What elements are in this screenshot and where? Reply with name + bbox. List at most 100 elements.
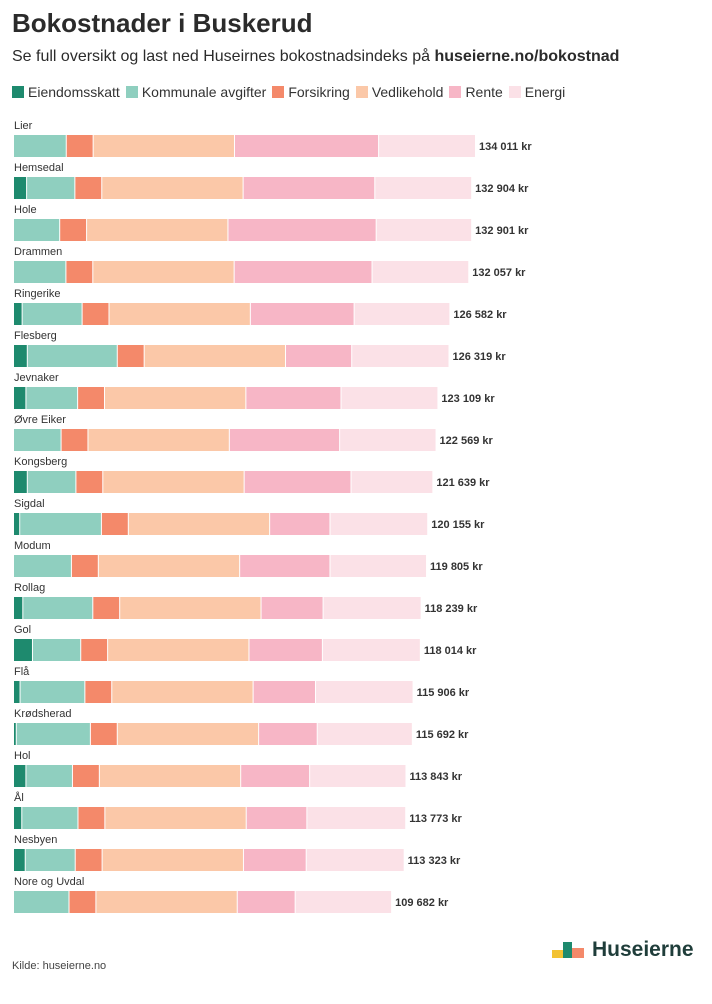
bar-segment (14, 765, 26, 787)
bar-segment (71, 555, 98, 577)
bar-segment (112, 681, 253, 703)
bar-segment (270, 513, 330, 535)
bar-row: Øvre Eiker 122 569 kr (14, 414, 493, 451)
bar-segment (286, 345, 352, 367)
legend-swatch (508, 86, 521, 98)
bar-segment (78, 807, 105, 829)
bar-segment (66, 261, 93, 283)
category-label: Drammen (14, 246, 62, 258)
legend-item: Forsikring (272, 84, 350, 100)
bar-segment (103, 471, 244, 493)
bar-segment (244, 471, 351, 493)
legend-label: Forsikring (288, 84, 350, 100)
bar-segment (76, 471, 103, 493)
bar-segment (14, 681, 20, 703)
stacked-bar-chart: Lier 134 011 kr Hemsedal 132 904 kr Hole 132 … (14, 120, 532, 913)
total-value-label: 134 011 kr (479, 141, 532, 153)
legend-swatch (125, 86, 138, 98)
bar-segment (310, 765, 406, 787)
bar-segment (27, 345, 117, 367)
bar-segment (322, 639, 420, 661)
bar-segment (246, 387, 341, 409)
bar-segment (375, 177, 472, 199)
bar-segment (228, 219, 376, 241)
bar-segment (93, 135, 234, 157)
bar-segment (14, 177, 27, 199)
bar-row: Modum 119 805 kr (14, 540, 483, 577)
bar-segment (26, 765, 72, 787)
category-label: Hole (14, 204, 37, 216)
bar-segment (22, 303, 82, 325)
bar-segment (240, 555, 330, 577)
total-value-label: 126 582 kr (453, 309, 507, 321)
bar-row: Sigdal 120 155 kr (14, 498, 485, 535)
bar-segment (259, 723, 317, 745)
category-label: Krødsherad (14, 708, 71, 720)
bar-segment (101, 513, 128, 535)
bar-segment (117, 345, 144, 367)
bar-segment (243, 177, 375, 199)
subtitle-link[interactable]: huseierne.no/bokostnad (434, 48, 620, 65)
category-label: Kongsberg (14, 456, 67, 468)
bar-segment (246, 807, 307, 829)
source-note: Kilde: huseierne.no (12, 960, 107, 972)
total-value-label: 132 904 kr (475, 183, 529, 195)
bar-segment (20, 681, 85, 703)
legend-item: Eiendomsskatt (12, 84, 120, 100)
bar-segment (75, 849, 102, 871)
category-label: Jevnaker (14, 372, 59, 384)
bar-segment (72, 765, 99, 787)
legend-item: Rente (449, 84, 503, 100)
bar-segment (93, 261, 234, 283)
category-label: Modum (14, 540, 51, 552)
total-value-label: 113 843 kr (409, 771, 462, 783)
bar-segment (14, 891, 69, 913)
bar-row: Hemsedal 132 904 kr (14, 162, 529, 199)
bar-segment (25, 849, 75, 871)
bar-segment (315, 681, 413, 703)
bar-segment (27, 471, 76, 493)
total-value-label: 118 239 kr (425, 603, 478, 615)
subtitle-text: Se full oversikt og last ned Huseirnes b… (12, 48, 431, 65)
bar-row: Drammen 132 057 kr (14, 246, 526, 283)
legend-label: Vedlikehold (371, 84, 444, 100)
bar-segment (372, 261, 469, 283)
total-value-label: 120 155 kr (431, 519, 485, 531)
chart-title: Bokostnader i Buskerud (12, 8, 313, 38)
bar-segment (14, 807, 22, 829)
bar-segment (14, 429, 61, 451)
legend-label: Eiendomsskatt (28, 84, 120, 100)
bar-segment (61, 429, 88, 451)
category-label: Hemsedal (14, 162, 64, 174)
legend-swatch (12, 86, 24, 98)
bar-row: Gol 118 014 kr (14, 624, 477, 661)
bar-segment (98, 555, 240, 577)
bar-segment (108, 639, 249, 661)
bar-row: Nore og Uvdal 109 682 kr (14, 876, 449, 913)
bar-segment (243, 849, 306, 871)
bar-segment (14, 597, 23, 619)
bar-segment (14, 135, 66, 157)
bar-segment (14, 471, 27, 493)
bar-segment (253, 681, 315, 703)
bar-segment (32, 639, 81, 661)
bar-segment (78, 387, 105, 409)
bar-segment (93, 597, 120, 619)
total-value-label: 121 639 kr (436, 477, 490, 489)
category-label: Øvre Eiker (14, 414, 66, 426)
legend-item: Vedlikehold (355, 84, 444, 100)
category-label: Flesberg (14, 330, 57, 342)
bar-segment (81, 639, 108, 661)
bar-segment (354, 303, 450, 325)
bar-row: Hole 132 901 kr (14, 204, 529, 241)
total-value-label: 122 569 kr (440, 435, 494, 447)
bar-segment (379, 135, 475, 157)
bar-segment (105, 807, 246, 829)
bar-segment (109, 303, 250, 325)
total-value-label: 126 319 kr (452, 351, 506, 363)
legend-item: Kommunale avgifter (125, 84, 266, 100)
category-label: Sigdal (14, 498, 45, 510)
total-value-label: 115 906 kr (417, 687, 470, 699)
bar-segment (340, 429, 436, 451)
total-value-label: 109 682 kr (395, 897, 449, 909)
